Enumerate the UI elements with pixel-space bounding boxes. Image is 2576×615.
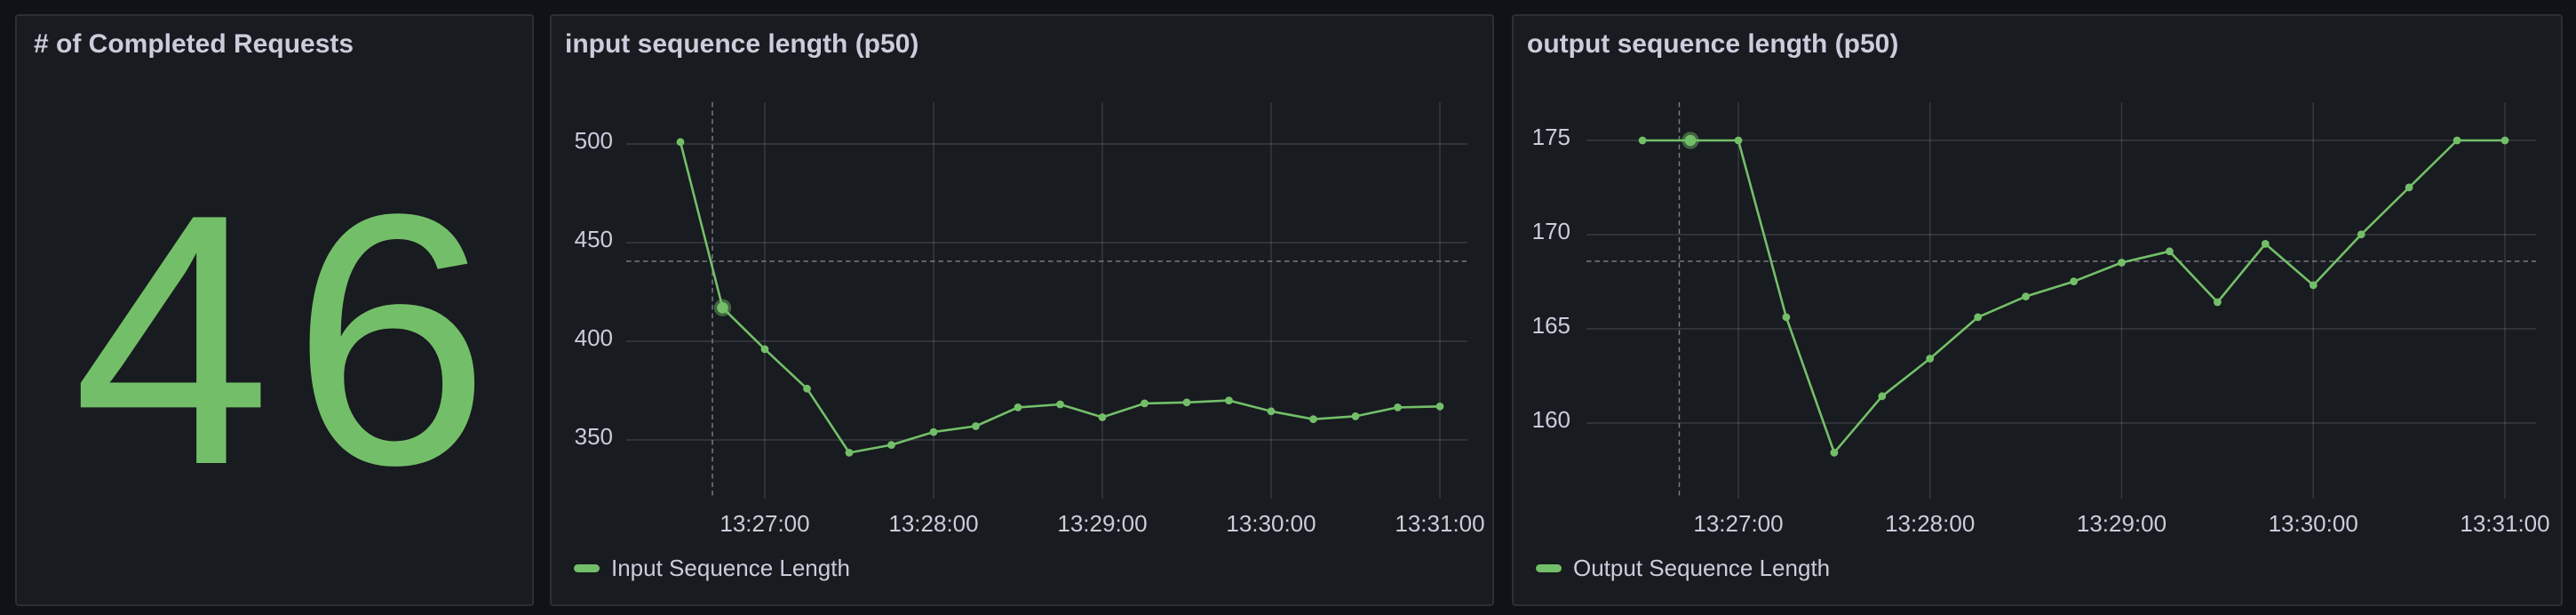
svg-text:13:27:00: 13:27:00 — [1693, 510, 1783, 537]
svg-text:13:29:00: 13:29:00 — [1057, 510, 1147, 537]
svg-text:160: 160 — [1532, 406, 1570, 433]
svg-text:450: 450 — [575, 226, 613, 252]
svg-text:13:31:00: 13:31:00 — [2460, 510, 2549, 537]
svg-text:350: 350 — [575, 423, 613, 450]
svg-text:13:31:00: 13:31:00 — [1395, 510, 1484, 537]
svg-text:165: 165 — [1532, 312, 1570, 339]
svg-text:175: 175 — [1532, 124, 1570, 150]
svg-text:500: 500 — [575, 127, 613, 154]
svg-text:170: 170 — [1532, 218, 1570, 244]
svg-text:13:30:00: 13:30:00 — [2269, 510, 2358, 537]
svg-text:13:27:00: 13:27:00 — [720, 510, 809, 537]
svg-text:13:29:00: 13:29:00 — [2077, 510, 2167, 537]
svg-text:13:30:00: 13:30:00 — [1226, 510, 1316, 537]
svg-text:400: 400 — [575, 324, 613, 351]
svg-text:13:28:00: 13:28:00 — [1885, 510, 1975, 537]
svg-text:13:28:00: 13:28:00 — [888, 510, 978, 537]
